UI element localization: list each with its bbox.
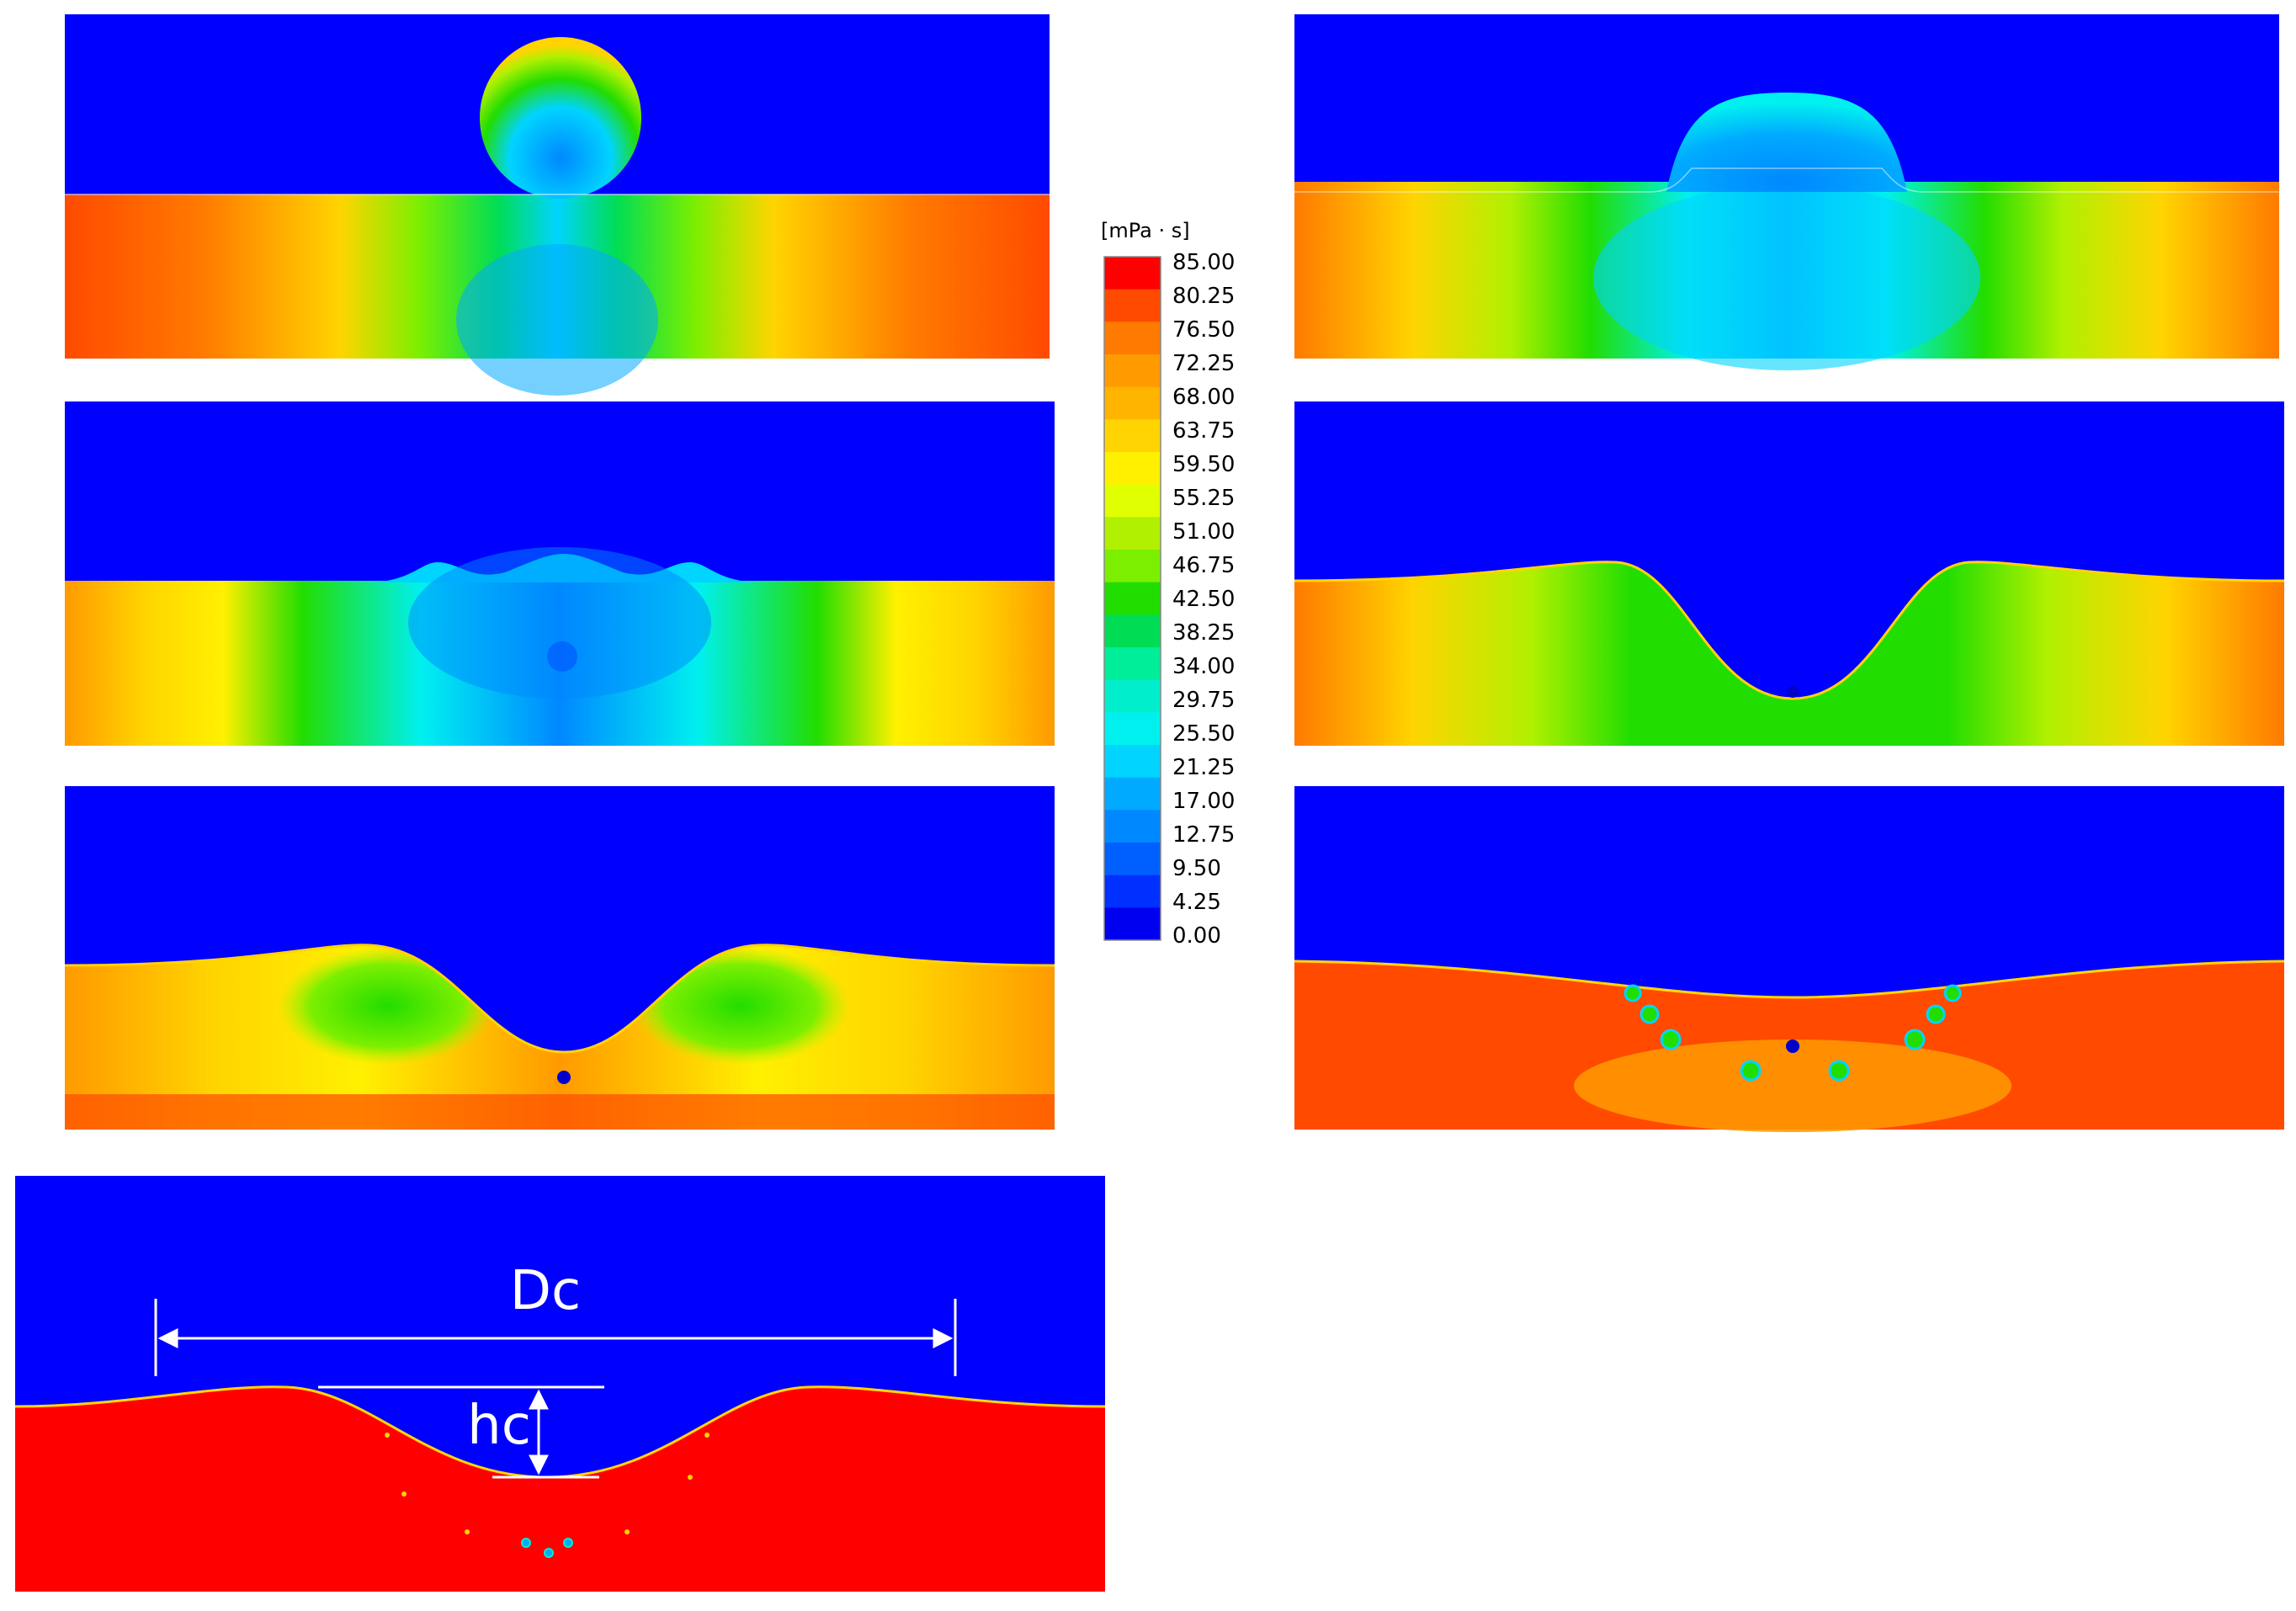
colorbar-swatch — [1104, 289, 1161, 322]
colorbar-tick-label: 55.25 — [1172, 486, 1235, 511]
colorbar-swatch — [1104, 907, 1161, 941]
crater-cavity — [15, 1176, 1105, 1477]
colorbar-swatch — [1104, 810, 1161, 843]
panel-6 — [1294, 786, 2285, 1132]
crater-cavity — [65, 786, 1055, 1052]
colorbar-tick-label: 68.00 — [1172, 385, 1235, 410]
panel-7: Dc hc — [14, 1176, 1106, 1592]
colorbar-unit-label: [mPa · s] — [1101, 219, 1190, 242]
entrapped-bubble — [1786, 1039, 1799, 1053]
colorbar-swatch — [1104, 257, 1161, 290]
colorbar-tick-label: 76.50 — [1172, 317, 1235, 343]
colorbar-swatch — [1104, 322, 1161, 355]
colorbar-swatch — [1104, 354, 1161, 388]
entrapped-bubble — [557, 1071, 571, 1084]
colorbar-tick-label: 51.00 — [1172, 519, 1235, 545]
colorbar-tick-label: 25.50 — [1172, 721, 1235, 747]
colorbar-tick-label: 80.25 — [1172, 284, 1235, 309]
colorbar-tick-label: 12.75 — [1172, 822, 1235, 848]
colorbar-tick-label: 72.25 — [1172, 351, 1235, 376]
panel-4 — [1294, 401, 2285, 746]
viscosity-colorbar: [mPa · s] 85.00 80.25 76.50 72.25 68.00 63.75… — [1101, 219, 1235, 949]
colorbar-swatch — [1104, 777, 1161, 811]
colorbar-swatch — [1104, 843, 1161, 876]
colorbar-swatch — [1104, 517, 1161, 550]
colorbar-swatch — [1104, 875, 1161, 908]
colorbar-swatch — [1104, 679, 1161, 713]
colorbar-swatch — [1104, 614, 1161, 648]
colorbar-tick-label: 17.00 — [1172, 789, 1235, 814]
panel-1 — [65, 14, 1050, 396]
coalescing-cap — [1666, 93, 1907, 192]
colorbar-swatch — [1104, 452, 1161, 486]
colorbar-tick-label: 46.75 — [1172, 553, 1235, 578]
colorbar-swatch — [1104, 550, 1161, 583]
crater-depth-label: hc — [467, 1395, 531, 1457]
crater-diameter-annotation: Dc — [154, 1260, 957, 1376]
colorbar-tick-label: 4.25 — [1172, 890, 1221, 915]
colorbar-swatch — [1104, 647, 1161, 681]
colorbar-tick-label: 59.50 — [1172, 452, 1235, 477]
crater-depth-annotation: hc — [318, 1385, 604, 1479]
colorbar-swatch — [1104, 484, 1161, 518]
colorbar-swatches — [1104, 257, 1161, 941]
colorbar-tick-label: 21.25 — [1172, 755, 1235, 780]
colorbar-swatch — [1104, 386, 1161, 420]
panel-3 — [65, 401, 1055, 746]
crater-cavity — [1294, 786, 2284, 997]
colorbar-tick-label: 0.00 — [1172, 923, 1221, 949]
entrapped-bubble — [1787, 686, 1799, 698]
colorbar-tick-label: 29.75 — [1172, 688, 1235, 713]
colorbar-swatch — [1104, 419, 1161, 453]
colorbar-tick-label: 42.50 — [1172, 587, 1235, 612]
colorbar-tick-label: 38.25 — [1172, 620, 1235, 646]
colorbar-swatch — [1104, 712, 1161, 746]
colorbar-tick-label: 63.75 — [1172, 418, 1235, 444]
colorbar-swatch — [1104, 745, 1161, 779]
colorbar-tick-label: 34.00 — [1172, 654, 1235, 679]
colorbar-swatch — [1104, 582, 1161, 615]
crater-diameter-label: Dc — [510, 1260, 581, 1322]
crater-cavity — [1294, 401, 2284, 699]
colorbar-tick-label: 9.50 — [1172, 856, 1221, 881]
panel-2 — [1294, 14, 2279, 370]
panel-5 — [64, 786, 1055, 1130]
droplet — [480, 37, 641, 199]
colorbar-labels: 85.00 80.25 76.50 72.25 68.00 63.75 59.50 55.25… — [1172, 250, 1235, 949]
colorbar-tick-label: 85.00 — [1172, 250, 1235, 275]
